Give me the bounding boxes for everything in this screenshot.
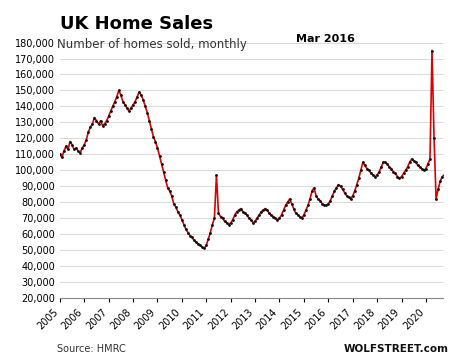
Text: WOLFSTREET.com: WOLFSTREET.com: [344, 344, 449, 354]
Text: Number of homes sold, monthly: Number of homes sold, monthly: [57, 38, 247, 51]
Text: Mar 2016: Mar 2016: [296, 34, 354, 44]
Text: Source: HMRC: Source: HMRC: [57, 344, 126, 354]
Text: UK Home Sales: UK Home Sales: [60, 15, 213, 33]
